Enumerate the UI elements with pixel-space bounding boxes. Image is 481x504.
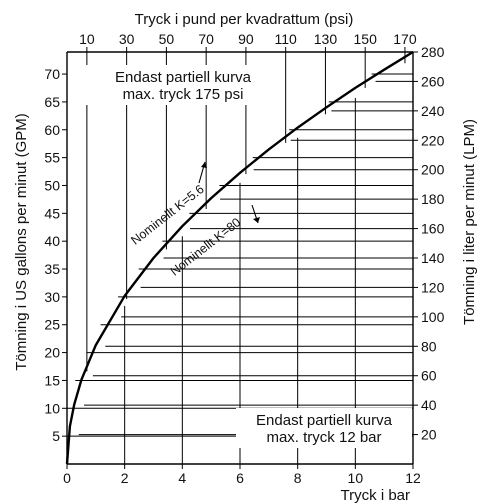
right-tick-label: 80: [421, 338, 437, 354]
left-tick-label: 5: [52, 428, 60, 444]
top-tick-label: 50: [159, 31, 175, 47]
right-tick-label: 240: [421, 103, 445, 119]
top-note-line2: max. tryck 175 psi: [123, 86, 244, 103]
top-tick-label: 70: [198, 31, 214, 47]
right-tick-label: 180: [421, 191, 445, 207]
left-tick-label: 50: [44, 177, 60, 193]
right-tick-label: 260: [421, 73, 445, 89]
k-factor-curve-0: [65, 50, 414, 465]
top-note-line1: Endast partiell kurva: [115, 69, 252, 86]
left-tick-label: 45: [44, 205, 60, 221]
bottom-note-line1: Endast partiell kurva: [256, 412, 393, 429]
top-tick-label: 150: [354, 31, 378, 47]
curve-layer: [65, 50, 414, 465]
bottom-tick-label: 4: [178, 470, 186, 486]
top-tick-label: 10: [79, 31, 95, 47]
top-tick-label: 90: [238, 31, 254, 47]
left-tick-label: 40: [44, 233, 60, 249]
right-tick-label: 160: [421, 221, 445, 237]
bottom-tick-label: 12: [405, 470, 421, 486]
left-tick-label: 60: [44, 122, 60, 138]
bottom-tick-label: 2: [121, 470, 129, 486]
left-tick-label: 35: [44, 261, 60, 277]
top-tick-label: 30: [119, 31, 135, 47]
bottom-tick-label: 6: [236, 470, 244, 486]
bottom-tick-label: 8: [294, 470, 302, 486]
bottom-note-box: [236, 408, 412, 448]
right-tick-label: 20: [421, 427, 437, 443]
bottom-tick-label: 0: [63, 470, 71, 486]
curve-labels: Nominellt K=5.6 Nominellt K=80: [128, 182, 243, 279]
arrow-down-head: [253, 217, 260, 223]
right-axis-title: Tömning i liter per minut (LPM): [461, 119, 478, 325]
left-tick-label: 55: [44, 150, 60, 166]
right-tick-label: 100: [421, 309, 445, 325]
left-tick-label: 10: [44, 400, 60, 416]
left-tick-label: 25: [44, 317, 60, 333]
arrow-down-icon: [251, 204, 260, 224]
axes: 10 30 50 70 90 110 130 150 170 0 2 4 6 8 10 12 5 10 15 20 25…: [44, 31, 444, 486]
right-tick-label: 120: [421, 279, 445, 295]
bottom-note-line2: max. tryck 12 bar: [266, 429, 381, 446]
right-tick-label: 140: [421, 250, 445, 266]
curve-arrows: [198, 161, 260, 224]
left-tick-label: 20: [44, 345, 60, 361]
left-tick-label: 15: [44, 372, 60, 388]
right-tick-label: 220: [421, 132, 445, 148]
left-tick-label: 70: [44, 66, 60, 82]
top-tick-label: 170: [393, 31, 417, 47]
top-axis-title: Tryck i pund per kvadrattum (psi): [135, 11, 354, 28]
arrow-up-icon: [198, 161, 207, 184]
grid: [67, 52, 413, 464]
top-tick-label: 110: [275, 31, 298, 47]
right-tick-label: 40: [421, 397, 437, 413]
top-tick-label: 130: [314, 31, 338, 47]
right-tick-label: 60: [421, 368, 437, 384]
right-tick-label: 200: [421, 162, 445, 178]
bottom-axis-title: Tryck i bar: [341, 487, 410, 504]
left-axis-title: Tömning i US gallons per minut (GPM): [13, 113, 30, 371]
right-tick-label: 280: [421, 44, 445, 60]
arrow-up-head: [201, 162, 207, 168]
top-note-box: [85, 65, 281, 105]
left-tick-label: 65: [44, 94, 60, 110]
left-tick-label: 30: [44, 289, 60, 305]
bottom-tick-label: 10: [348, 470, 364, 486]
